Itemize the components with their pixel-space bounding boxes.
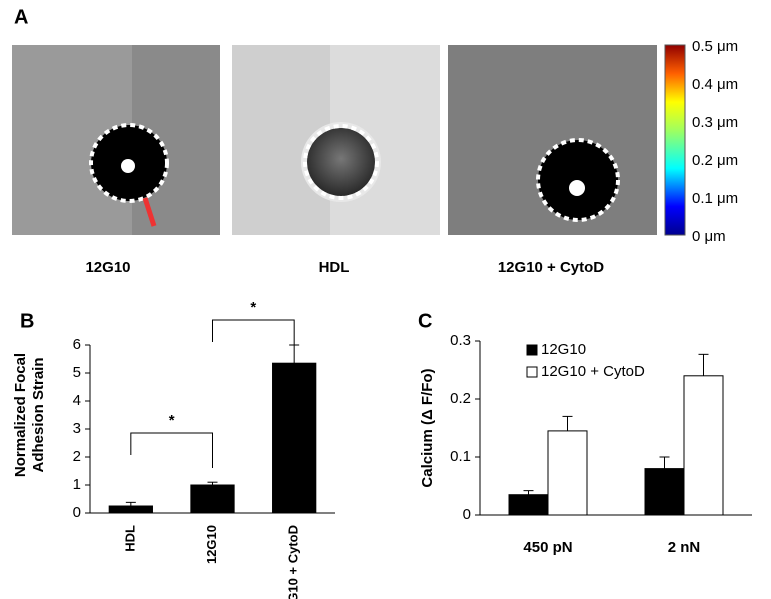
- colorbar: [664, 44, 686, 236]
- significance-label: *: [169, 412, 175, 429]
- legend-swatch: [526, 344, 538, 356]
- colorbar-label: 0 μm: [692, 228, 726, 245]
- legend-label: 12G10 + CytoD: [541, 363, 645, 380]
- caption: 12G10: [85, 259, 130, 276]
- panel-label: C: [418, 310, 432, 332]
- bar: [272, 362, 317, 514]
- panel-label: B: [20, 310, 34, 332]
- y-tick-label: 4: [73, 392, 81, 409]
- caption: 12G10 + CytoD: [498, 259, 604, 276]
- y-tick-label: 5: [73, 364, 81, 381]
- y-axis-label: Calcium (Δ F/Fo): [419, 368, 436, 487]
- legend-label: 12G10: [541, 341, 586, 358]
- y-axis-label: Normalized Focal: [12, 353, 29, 477]
- micrograph: [448, 45, 657, 235]
- y-tick-label: 6: [73, 336, 81, 353]
- bar: [644, 468, 685, 516]
- significance-bracket: [212, 319, 295, 345]
- colorbar-label: 0.1 μm: [692, 190, 738, 207]
- significance-label: *: [250, 299, 256, 316]
- y-tick-label: 0.3: [450, 332, 471, 349]
- y-tick-label: 0: [463, 506, 471, 523]
- colorbar-label: 0.2 μm: [692, 152, 738, 169]
- y-tick-label: 1: [73, 476, 81, 493]
- colorbar-label: 0.4 μm: [692, 76, 738, 93]
- bar: [547, 430, 588, 516]
- micrograph: [232, 45, 440, 235]
- y-tick-label: 2: [73, 448, 81, 465]
- x-tick-label: 12G10 + CytoD: [286, 525, 301, 599]
- x-tick-label: 450 pN: [523, 539, 572, 556]
- colorbar-label: 0.5 μm: [692, 38, 738, 55]
- legend-swatch: [526, 366, 538, 378]
- colorbar-label: 0.3 μm: [692, 114, 738, 131]
- y-tick-label: 0.1: [450, 448, 471, 465]
- bar: [683, 375, 724, 516]
- micrograph: [12, 45, 220, 235]
- bar: [508, 494, 549, 516]
- bar: [108, 505, 153, 514]
- significance-bracket: [130, 432, 213, 468]
- caption: HDL: [319, 259, 350, 276]
- x-tick-label: 12G10: [204, 525, 219, 564]
- x-tick-label: HDL: [122, 525, 137, 552]
- y-axis-label: Adhesion Strain: [30, 357, 47, 472]
- bar: [190, 484, 235, 514]
- x-tick-label: 2 nN: [668, 539, 701, 556]
- y-tick-label: 0: [73, 504, 81, 521]
- y-tick-label: 0.2: [450, 390, 471, 407]
- y-tick-label: 3: [73, 420, 81, 437]
- panel-label: A: [14, 6, 28, 28]
